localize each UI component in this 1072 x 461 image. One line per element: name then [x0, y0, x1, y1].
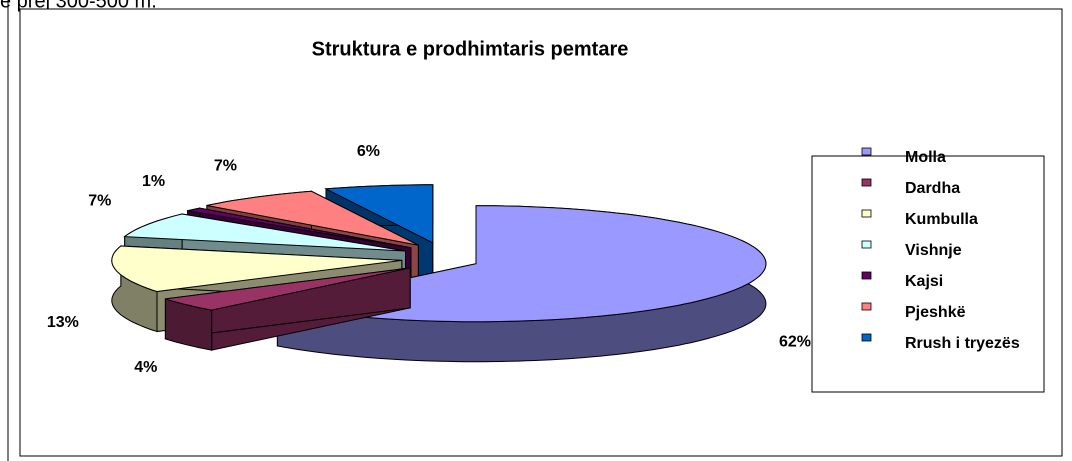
legend: Molla Dardha Kumbulla Vishnje Kajsi Pjeshkë Rr…	[861, 147, 1020, 352]
legend-swatch	[861, 271, 872, 280]
slice-top	[324, 184, 434, 244]
legend-swatch	[861, 178, 872, 187]
slice	[164, 267, 411, 351]
pie: 62% 4% 13% 7% 1% 7% 6%	[47, 143, 811, 376]
legend-label: Molla	[905, 149, 946, 166]
data-label: 7%	[214, 158, 237, 175]
slice-top	[111, 245, 402, 293]
legend-label: Rrush i tryezës	[905, 335, 1020, 352]
slice-top	[187, 207, 412, 249]
legend-swatch	[861, 240, 872, 249]
data-label: 13%	[47, 314, 79, 331]
data-label: 62%	[779, 334, 811, 351]
data-label: 6%	[357, 143, 380, 160]
data-label: 7%	[88, 193, 111, 210]
legend-box	[811, 155, 1045, 393]
legend-label: Kajsi	[905, 273, 943, 290]
chart-title: Struktura e prodhimtaris pemtare	[312, 38, 629, 60]
legend-label: Kumbulla	[905, 211, 978, 228]
slice-top	[165, 267, 411, 311]
slice-top	[123, 213, 406, 252]
legend-swatch	[861, 333, 872, 342]
legend-label: Dardha	[905, 180, 960, 197]
legend-label: Vishnje	[905, 242, 962, 259]
legend-swatch	[861, 147, 872, 156]
legend-swatch	[861, 209, 872, 218]
data-label: 4%	[134, 359, 157, 376]
slice-top	[206, 190, 419, 246]
legend-label: Pjeshkë	[905, 304, 966, 321]
legend-swatch	[861, 302, 872, 311]
data-label: 1%	[142, 173, 165, 190]
